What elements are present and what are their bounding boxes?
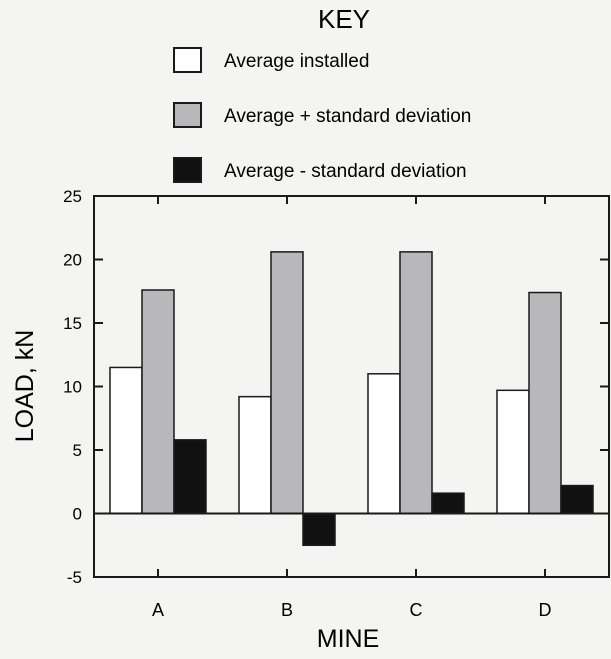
bar-C-series-3 [431, 492, 465, 515]
bar-C-series-2 [399, 251, 433, 515]
legend-swatch-3 [173, 157, 202, 183]
plot-area: -5 0 5 10 15 20 25 A B C D [63, 187, 610, 620]
legend-title: KEY [318, 4, 370, 34]
bar-A-series-3 [173, 439, 207, 515]
legend-label-2: Average + standard deviation [224, 106, 471, 127]
y-tick-label: 0 [73, 505, 82, 524]
legend-swatch-1 [173, 47, 202, 73]
y-tick-label: 20 [63, 251, 82, 270]
bar-B-series-1 [238, 395, 272, 515]
y-axis-title: LOAD, kN [11, 330, 39, 443]
legend: KEY Average installed Average + standard … [173, 4, 471, 183]
x-tick-label: A [152, 600, 164, 620]
y-tick-label: 15 [63, 314, 82, 333]
y-tick-label: 25 [63, 187, 82, 206]
x-tick-label: C [410, 600, 423, 620]
bar-C-series-1 [367, 373, 401, 515]
legend-label-1: Average installed [224, 51, 369, 72]
bar-D-series-3 [560, 484, 594, 515]
bars-group [109, 251, 594, 546]
legend-swatch-2 [173, 102, 202, 128]
y-tick-label: 5 [73, 441, 82, 460]
bar-A-series-1 [109, 366, 143, 515]
x-axis-title: MINE [317, 625, 380, 653]
x-tick-label: B [281, 600, 293, 620]
legend-label-3: Average - standard deviation [224, 161, 467, 182]
y-axis: -5 0 5 10 15 20 25 [63, 187, 609, 587]
bar-D-series-2 [528, 291, 562, 515]
x-axis: A B C D [152, 196, 552, 620]
bar-B-series-2 [270, 251, 304, 515]
x-tick-label: D [539, 600, 552, 620]
y-tick-label: -5 [67, 568, 82, 587]
y-tick-label: 10 [63, 378, 82, 397]
bar-D-series-1 [496, 389, 530, 515]
bar-B-series-3 [302, 512, 336, 546]
bar-A-series-2 [141, 289, 175, 515]
